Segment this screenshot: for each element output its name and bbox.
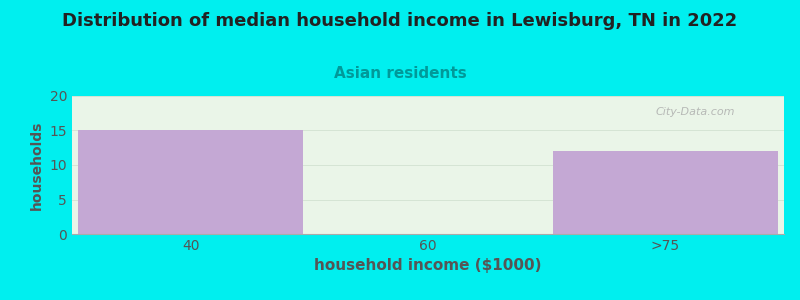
Bar bbox=[78, 130, 303, 234]
X-axis label: household income ($1000): household income ($1000) bbox=[314, 258, 542, 273]
Text: Distribution of median household income in Lewisburg, TN in 2022: Distribution of median household income … bbox=[62, 12, 738, 30]
Text: City-Data.com: City-Data.com bbox=[656, 107, 735, 117]
Y-axis label: households: households bbox=[30, 120, 44, 210]
Text: Asian residents: Asian residents bbox=[334, 66, 466, 81]
Bar bbox=[553, 151, 778, 234]
